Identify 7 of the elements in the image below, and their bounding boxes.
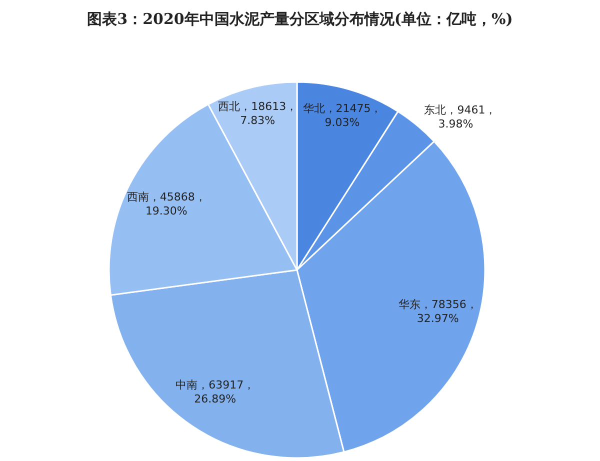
slice-label: 东北，9461，3.98% [424, 104, 496, 131]
slice-label: 中南，63917，26.89% [176, 378, 255, 406]
slice-label: 西南，45868，19.30% [126, 190, 206, 218]
slice-label: 西北，18613，7.83% [218, 100, 298, 128]
chart-title: 图表3：2020年中国水泥产量分区域分布情况(单位：亿吨，%) [87, 10, 513, 28]
slice-label: 华东，78356，32.97% [398, 298, 478, 325]
slice-label: 华北，21475，9.03% [302, 102, 382, 129]
